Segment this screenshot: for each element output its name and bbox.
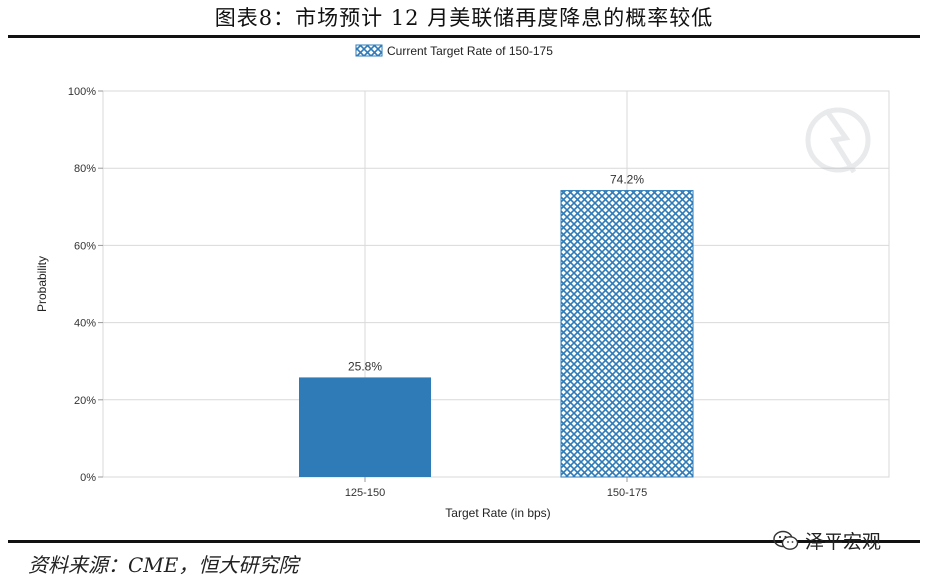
y-tick-label: 80% bbox=[74, 163, 96, 175]
source-note: 资料来源：CME，恒大研究院 bbox=[28, 553, 299, 577]
x-tick-label: 125-150 bbox=[345, 487, 385, 499]
y-tick-label: 0% bbox=[80, 472, 96, 484]
logo-bolt bbox=[823, 108, 857, 174]
y-axis-title: Probability bbox=[35, 256, 49, 312]
wechat-icon bbox=[773, 530, 799, 550]
top-rule bbox=[8, 35, 920, 38]
labels: 25.8% 74.2% bbox=[348, 173, 644, 374]
legend: Current Target Rate of 150-175 bbox=[355, 44, 553, 58]
logo-watermark bbox=[805, 107, 871, 174]
gridlines bbox=[102, 90, 890, 478]
y-tick-label: 60% bbox=[74, 240, 96, 252]
wechat-watermark: 泽平宏观 bbox=[773, 527, 881, 554]
x-tick-label: 150-175 bbox=[607, 487, 647, 499]
bars bbox=[299, 190, 694, 478]
figure-title: 图表8：市场预计 12 月美联储再度降息的概率较低 bbox=[214, 6, 714, 30]
y-tick-label: 20% bbox=[74, 395, 96, 407]
bar-chart: 0% 20% 40% 60% 80% 100% 125-150 150-175 Target R… bbox=[35, 44, 890, 520]
bottom-rule bbox=[8, 540, 920, 543]
bar-150-175 bbox=[560, 190, 694, 478]
y-tick-label: 40% bbox=[74, 318, 96, 330]
x-axis-title: Target Rate (in bps) bbox=[445, 506, 550, 520]
watermark-text: 泽平宏观 bbox=[805, 531, 882, 553]
data-label: 25.8% bbox=[348, 359, 382, 373]
plot-frame bbox=[102, 90, 890, 478]
logo-ring bbox=[805, 107, 871, 173]
legend-label: Current Target Rate of 150-175 bbox=[387, 44, 553, 58]
legend-swatch bbox=[355, 44, 383, 57]
y-tick-label: 100% bbox=[68, 86, 96, 98]
axes: 0% 20% 40% 60% 80% 100% 125-150 150-175 Target R… bbox=[35, 86, 647, 520]
bar-125-150 bbox=[299, 377, 431, 477]
data-label: 74.2% bbox=[610, 173, 644, 187]
